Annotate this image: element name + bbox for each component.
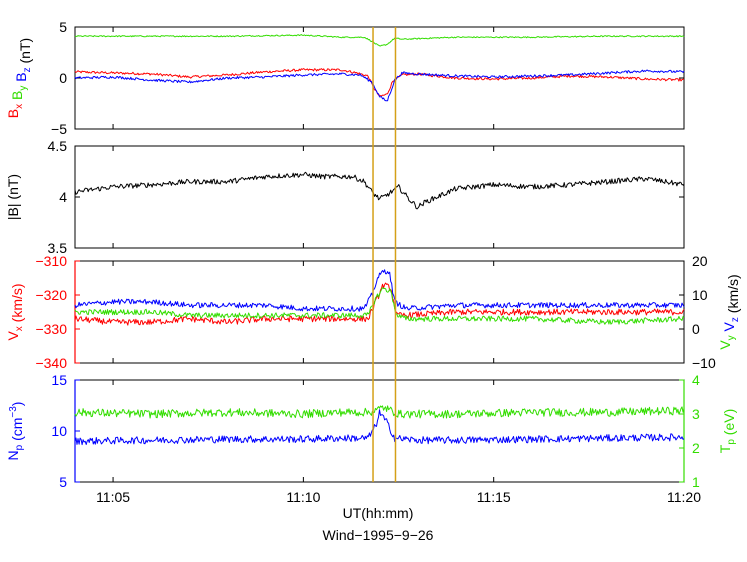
y-right-tick-label: 0 xyxy=(692,321,700,337)
y-right-tick-label: −10 xyxy=(692,355,716,371)
y-axis-label-part: B xyxy=(13,72,29,85)
y-axis-label-subscript: z xyxy=(22,67,33,72)
panel-frame xyxy=(74,260,685,364)
x-tick-label: 11:05 xyxy=(96,489,130,505)
x-tick-label: 11:10 xyxy=(286,489,320,505)
y-right-tick-label: 3 xyxy=(692,406,700,422)
series-line xyxy=(74,287,685,325)
panel-4: 15 10 5 4 3 2 1 Np (cm−3) Tp (eV) xyxy=(5,372,737,490)
y-tick-label: −320 xyxy=(35,287,67,303)
y-right-tick-label: 1 xyxy=(692,474,700,490)
y-tick-label: −330 xyxy=(35,321,67,337)
y-axis-label-part: V xyxy=(5,331,21,341)
series-line xyxy=(74,69,685,102)
y-axis-label-part: (cm xyxy=(9,418,25,445)
y-axis-label-part: N xyxy=(5,450,21,460)
y-tick-label: 5 xyxy=(59,19,67,35)
y-axis-label-subscript: y xyxy=(18,86,29,91)
y-right-axis-label-part: T xyxy=(717,444,733,453)
series-line xyxy=(74,269,685,312)
y-tick-label: −5 xyxy=(51,121,67,137)
series-line xyxy=(74,68,685,97)
y-right-axis-label: Vy Vz (km/s) xyxy=(717,274,741,349)
y-axis-label: Np (cm−3) xyxy=(5,402,25,461)
y-tick-label: −340 xyxy=(35,355,67,371)
panel-frame xyxy=(74,145,685,249)
panel-2: 4.5 4 3.5 |B| (nT) xyxy=(5,138,685,256)
y-axis-label: Vx (km/s) xyxy=(5,283,25,340)
series-line xyxy=(74,171,685,210)
y-right-axis-label-subscript: y xyxy=(726,335,737,340)
y-right-axis-label-part: (km/s) xyxy=(725,274,741,317)
y-right-tick-label: 20 xyxy=(692,253,708,269)
y-axis-label-subscript: x xyxy=(14,326,25,331)
y-axis-label: Bx By Bz (nT) xyxy=(5,38,33,118)
panels: 50−5Bx By Bz (nT)4.543.5|B| (nT)−310−320… xyxy=(5,19,741,490)
y-right-axis-label-part: V xyxy=(721,321,737,335)
y-tick-label: 3.5 xyxy=(48,240,68,256)
y-axis-label: |B| (nT) xyxy=(5,174,21,220)
y-axis-label-superscript: −3 xyxy=(8,406,19,418)
event-markers xyxy=(372,27,397,482)
y-axis-label-subscript: x xyxy=(14,104,25,109)
y-right-axis-label: Tp (eV) xyxy=(717,409,737,453)
y-axis-label-part: (nT) xyxy=(17,38,33,68)
y-tick-label: 4 xyxy=(59,189,67,205)
x-axis-label: UT(hh:mm) xyxy=(343,505,414,521)
y-tick-label: 0 xyxy=(59,70,67,86)
series-line xyxy=(74,405,685,419)
y-tick-label: 4.5 xyxy=(48,138,68,154)
y-right-axis-label-part: V xyxy=(717,340,733,350)
panel-1: 5 0 −5 Bx By Bz (nT) xyxy=(5,19,685,137)
y-right-tick-label: 2 xyxy=(692,440,700,456)
y-right-tick-label: 4 xyxy=(692,372,700,388)
y-axis-label-part: B xyxy=(9,91,25,104)
y-tick-label: −310 xyxy=(35,253,67,269)
y-right-axis-label-subscript: z xyxy=(730,317,741,322)
panel-frame xyxy=(74,379,685,483)
y-right-axis-label-part: (eV) xyxy=(721,409,737,439)
x-tick-label: 11:15 xyxy=(477,489,511,505)
y-tick-label: 15 xyxy=(51,372,67,388)
series-line xyxy=(74,409,685,446)
y-axis-label-part: B xyxy=(5,109,21,118)
x-axis: 11:05 11:10 11:15 11:20 xyxy=(96,489,701,505)
y-tick-label: 10 xyxy=(51,423,67,439)
y-axis-label-subscript: p xyxy=(14,444,25,450)
x-tick-label: 11:20 xyxy=(667,489,701,505)
y-right-axis-label-subscript: p xyxy=(726,439,737,445)
y-axis-label-part: (km/s) xyxy=(9,283,25,326)
y-axis-label-suffix: ) xyxy=(9,402,25,407)
panel-frame xyxy=(74,26,685,130)
figure-caption: Wind−1995−9−26 xyxy=(323,527,434,543)
series-line xyxy=(74,34,685,47)
y-right-tick-label: 10 xyxy=(692,287,708,303)
y-tick-label: 5 xyxy=(59,474,67,490)
